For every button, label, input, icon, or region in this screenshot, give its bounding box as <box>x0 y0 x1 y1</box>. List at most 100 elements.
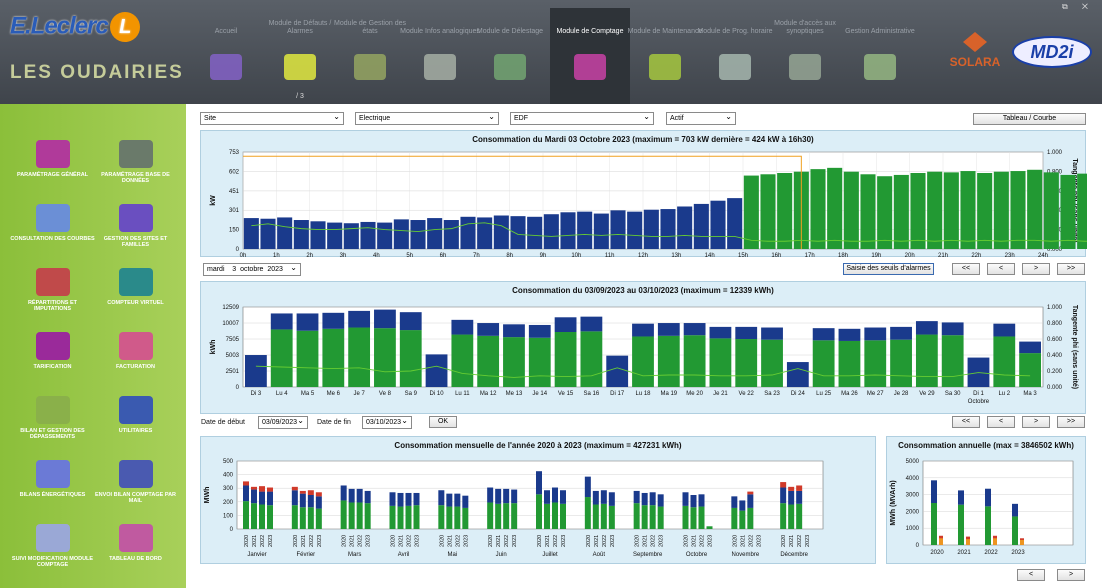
sidebar-item-edit-module[interactable]: SUIVI MODIFICATION MODULE COMPTAGE <box>10 524 95 568</box>
y-tick-label: 4000 <box>906 476 920 482</box>
alarm-thresholds-button[interactable]: Saisie des seuils d'alarmes <box>843 263 934 275</box>
annual-next-button[interactable]: > <box>1057 569 1085 581</box>
module-schedule[interactable]: Module de Prog. horaire <box>695 8 775 104</box>
sidebar-item-energy-report[interactable]: BILANS ÉNERGÉTIQUES <box>10 460 95 498</box>
year-tick-label: 2021 <box>252 535 258 547</box>
leclerc-logo: E.Leclerc L <box>10 12 140 42</box>
sidebar-item-gears[interactable]: PARAMÉTRAGE GÉNÉRAL <box>10 140 95 178</box>
tangent-line <box>251 222 1102 242</box>
date-picker[interactable]: mardi 3 octobre 2023 <box>203 262 301 276</box>
module-meter[interactable]: Module de Comptage <box>550 8 630 104</box>
monthly-bar-navy <box>364 490 371 504</box>
period-ok-button[interactable]: OK <box>429 416 457 428</box>
energy-select[interactable]: Electrique <box>355 111 499 125</box>
daily-bar <box>343 223 359 249</box>
module-recycle[interactable]: Module de Délestage <box>470 8 550 104</box>
year-tick-label: 2023 <box>659 535 665 547</box>
date-month: octobre <box>240 266 264 273</box>
monthly-bar-navy <box>600 490 607 504</box>
y-tick-label: 100 <box>223 513 234 519</box>
module-factory[interactable]: Module d'accès aux synoptiques <box>765 8 845 104</box>
period-bar-navy <box>322 312 345 329</box>
period-bar-green <box>709 338 732 387</box>
x-tick-label: Ve 15 <box>558 391 574 397</box>
sidebar-item-dashboard[interactable]: TABLEAU DE BORD <box>93 524 178 562</box>
monthly-bar-navy <box>633 490 640 504</box>
period-next-button[interactable]: > <box>1022 416 1050 428</box>
daily-last-button[interactable]: >> <box>1057 263 1085 275</box>
sidebar-item-mail-report[interactable]: ENVOI BILAN COMPTAGE PAR MAIL <box>93 460 178 504</box>
sidebar-item-exceed[interactable]: BILAN ET GESTION DES DÉPASSEMENTS <box>10 396 95 440</box>
distribution-icon <box>35 268 70 296</box>
daily-bar <box>1043 172 1059 249</box>
site-select[interactable]: Site <box>200 111 344 125</box>
month-tick-label: Août <box>593 552 606 558</box>
module-home[interactable]: Accueil <box>186 8 266 104</box>
end-date-input[interactable]: 03/10/2023 <box>362 415 412 429</box>
sidebar-item-calculator[interactable]: UTILITAIRES <box>93 396 178 434</box>
end-date-label: Date de fin <box>317 419 351 426</box>
plot-area <box>236 460 824 530</box>
annual-prev-button[interactable]: < <box>1017 569 1045 581</box>
table-curve-toggle[interactable]: Tableau / Courbe <box>973 113 1086 125</box>
period-first-button[interactable]: << <box>952 416 980 428</box>
daily-first-button[interactable]: << <box>952 263 980 275</box>
sidebar-item-sites[interactable]: GESTION DES SITES ET FAMILLES <box>93 204 178 248</box>
monthly-bar-red <box>267 487 273 492</box>
period-bar-navy <box>761 327 783 340</box>
year-tick-label: 2022 <box>260 535 266 547</box>
y-tick-label: 3000 <box>906 493 920 499</box>
month-tick-label: Février <box>296 552 315 558</box>
sidebar-item-curves[interactable]: CONSULTATION DES COURBES <box>10 204 95 242</box>
module-label: Module d'accès aux synoptiques <box>774 20 836 35</box>
sidebar-item-distribution[interactable]: RÉPARTITIONS ET IMPUTATIONS <box>10 268 95 312</box>
supplier-select[interactable]: EDF <box>510 111 654 125</box>
module-folder-gear[interactable]: Gestion Administrative <box>840 8 920 104</box>
monthly-bar-green <box>259 504 265 529</box>
daily-next-button[interactable]: > <box>1022 263 1050 275</box>
period-bar-navy <box>374 309 396 329</box>
daily-prev-button[interactable]: < <box>987 263 1015 275</box>
daily-bar <box>310 221 326 249</box>
mode-select[interactable]: Actif <box>666 111 736 125</box>
period-last-button[interactable]: >> <box>1057 416 1085 428</box>
module-switch[interactable]: Module de Gestion des états <box>330 8 410 104</box>
y-tick-label: 12509 <box>222 305 239 311</box>
monthly-bar-navy <box>243 485 249 502</box>
sidebar-item-database-gear[interactable]: PARAMÉTRAGE BASE DE DONNÉES <box>93 140 178 184</box>
monthly-bar-navy <box>503 488 510 504</box>
window-controls[interactable]: ⧉ ✕ <box>1061 2 1094 11</box>
icon-shape <box>354 54 386 80</box>
x-tick-label: 10h <box>571 253 581 258</box>
x-tick-label: Sa 9 <box>405 391 418 397</box>
module-gauge[interactable]: Module Infos analogiques <box>400 8 480 104</box>
monthly-bar-navy <box>495 488 502 504</box>
invoice-icon <box>118 332 153 360</box>
x-tick-label: Sa 16 <box>584 391 600 397</box>
x-tick-label: Ve 29 <box>919 391 935 397</box>
monthly-chart-panel: Consommation mensuelle de l'année 2020 à… <box>200 436 876 564</box>
y-tick-label: 753 <box>229 150 240 156</box>
module-bulb[interactable]: Module de Défauts / Alarmes / 3 <box>260 8 340 104</box>
daily-bar <box>743 175 759 249</box>
period-bar-green <box>993 336 1016 387</box>
sidebar-item-euro[interactable]: TARIFICATION <box>10 332 95 370</box>
sidebar-item-label: SUIVI MODIFICATION MODULE COMPTAGE <box>11 556 94 568</box>
year-tick-label: 2021 <box>399 535 405 547</box>
period-bar-green <box>322 328 345 387</box>
monthly-chart-title: Consommation mensuelle de l'année 2020 à… <box>394 441 682 450</box>
period-prev-button[interactable]: < <box>987 416 1015 428</box>
year-tick-label: 2022 <box>602 535 608 547</box>
start-date-input[interactable]: 03/09/2023 <box>258 415 308 429</box>
y2-tick-label: 0.000 <box>1047 247 1063 253</box>
top-bar: ⧉ ✕ E.Leclerc L LES OUDAIRIES Accueil Modu… <box>0 0 1102 104</box>
period-bar-navy <box>270 313 293 330</box>
month-tick-label: Janvier <box>247 552 266 558</box>
sidebar-item-pie[interactable]: COMPTEUR VIRTUEL <box>93 268 178 306</box>
module-clock-chart[interactable]: Module de Maintenance <box>625 8 705 104</box>
monthly-bar-navy <box>315 496 322 509</box>
daily-bar <box>243 218 259 249</box>
period-bar-navy <box>915 321 938 335</box>
sidebar-item-invoice[interactable]: FACTURATION <box>93 332 178 370</box>
x-tick-label: 0h <box>240 253 247 258</box>
